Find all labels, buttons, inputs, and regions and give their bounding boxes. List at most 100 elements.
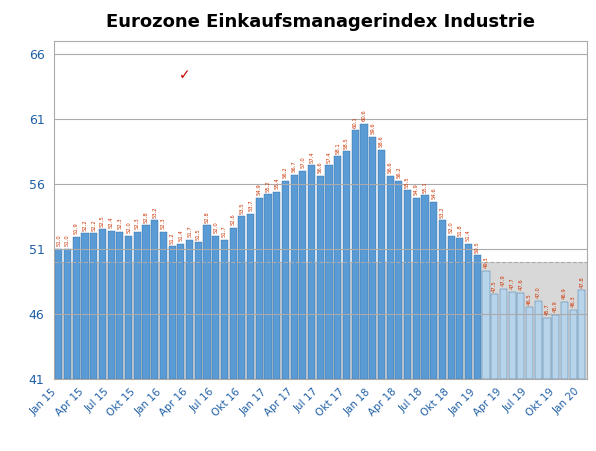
Text: 53.2: 53.2 xyxy=(440,206,445,217)
Bar xyxy=(265,194,272,379)
Bar xyxy=(134,232,141,379)
Bar xyxy=(386,176,393,379)
Text: 51.4: 51.4 xyxy=(466,229,471,241)
Bar xyxy=(73,237,80,379)
Bar xyxy=(491,294,498,379)
Text: 56.2: 56.2 xyxy=(283,167,288,179)
Bar xyxy=(448,236,455,379)
Text: 52.3: 52.3 xyxy=(117,217,122,229)
Bar xyxy=(308,166,315,379)
Bar xyxy=(352,130,359,379)
Text: 58.5: 58.5 xyxy=(344,137,349,148)
Text: 51.9: 51.9 xyxy=(74,223,79,235)
Text: 52.2: 52.2 xyxy=(91,219,96,230)
Bar xyxy=(108,230,115,379)
Text: 57.0: 57.0 xyxy=(300,156,305,168)
Text: 47.0: 47.0 xyxy=(536,286,541,298)
Text: 46.3: 46.3 xyxy=(570,296,576,307)
Text: 52.2: 52.2 xyxy=(82,219,88,230)
Bar xyxy=(238,216,246,379)
Text: 56.6: 56.6 xyxy=(387,161,393,173)
Bar xyxy=(116,232,123,379)
Bar xyxy=(212,236,219,379)
Text: 47.8: 47.8 xyxy=(579,276,584,288)
Bar xyxy=(195,242,202,379)
Bar xyxy=(570,310,577,379)
Bar xyxy=(317,176,324,379)
Bar xyxy=(282,181,289,379)
Text: 52.0: 52.0 xyxy=(449,221,454,233)
Text: 55.1: 55.1 xyxy=(423,181,427,193)
Bar xyxy=(465,244,472,379)
Text: 51.4: 51.4 xyxy=(178,229,184,241)
Bar xyxy=(273,192,280,379)
Text: 57.4: 57.4 xyxy=(327,151,331,163)
Bar xyxy=(291,175,298,379)
Text: 53.2: 53.2 xyxy=(152,206,157,217)
Bar xyxy=(508,292,516,379)
Bar xyxy=(221,239,228,379)
Bar xyxy=(544,318,551,379)
Bar xyxy=(561,302,568,379)
Bar xyxy=(343,151,350,379)
Text: 49.3: 49.3 xyxy=(483,257,489,268)
Bar xyxy=(169,246,176,379)
Bar xyxy=(474,255,481,379)
Bar xyxy=(325,166,333,379)
Text: 51.0: 51.0 xyxy=(57,235,61,246)
Text: 52.5: 52.5 xyxy=(100,215,105,226)
Text: 52.8: 52.8 xyxy=(204,211,210,223)
Text: 57.4: 57.4 xyxy=(309,151,314,163)
Bar xyxy=(90,233,97,379)
Bar xyxy=(535,301,542,379)
Text: 51.5: 51.5 xyxy=(196,228,201,239)
Text: 47.9: 47.9 xyxy=(501,275,506,286)
Text: 50.5: 50.5 xyxy=(475,241,480,253)
Text: 51.2: 51.2 xyxy=(170,232,175,244)
Bar xyxy=(64,249,71,379)
Bar xyxy=(395,181,402,379)
Text: 46.5: 46.5 xyxy=(527,293,532,305)
Bar xyxy=(439,220,446,379)
Text: 60.1: 60.1 xyxy=(353,116,358,128)
Bar xyxy=(552,315,559,379)
Text: 53.7: 53.7 xyxy=(248,199,253,211)
Text: 55.2: 55.2 xyxy=(266,180,271,192)
Text: 52.0: 52.0 xyxy=(213,221,218,233)
Bar xyxy=(54,41,587,262)
Bar xyxy=(247,214,254,379)
Bar xyxy=(151,220,159,379)
Text: 59.6: 59.6 xyxy=(370,123,375,134)
Text: 55.4: 55.4 xyxy=(274,177,280,189)
Text: 56.6: 56.6 xyxy=(318,161,323,173)
Bar xyxy=(456,238,463,379)
Bar xyxy=(517,293,524,379)
Text: 51.8: 51.8 xyxy=(457,224,462,236)
Text: 56.7: 56.7 xyxy=(291,160,297,172)
Bar xyxy=(299,170,306,379)
Text: 60.6: 60.6 xyxy=(361,110,367,121)
Text: 52.8: 52.8 xyxy=(144,211,148,223)
Bar xyxy=(369,137,376,379)
Bar xyxy=(142,226,150,379)
Bar xyxy=(178,244,185,379)
Text: 58.6: 58.6 xyxy=(379,135,384,147)
Text: 54.9: 54.9 xyxy=(414,184,419,195)
Bar xyxy=(54,262,587,379)
Bar xyxy=(482,271,489,379)
Bar xyxy=(229,228,237,379)
Text: 53.5: 53.5 xyxy=(240,202,244,214)
Bar xyxy=(256,198,263,379)
Text: 52.4: 52.4 xyxy=(108,216,114,228)
Bar xyxy=(55,249,63,379)
Text: 52.6: 52.6 xyxy=(231,214,235,226)
Text: 51.7: 51.7 xyxy=(222,226,227,237)
Text: 55.5: 55.5 xyxy=(405,176,410,188)
Text: 47.7: 47.7 xyxy=(510,277,514,289)
Text: 47.6: 47.6 xyxy=(519,279,523,290)
Text: 51.0: 51.0 xyxy=(65,235,70,246)
Bar xyxy=(378,150,385,379)
Text: 46.9: 46.9 xyxy=(562,288,567,299)
Bar xyxy=(430,202,437,379)
Bar xyxy=(412,198,420,379)
